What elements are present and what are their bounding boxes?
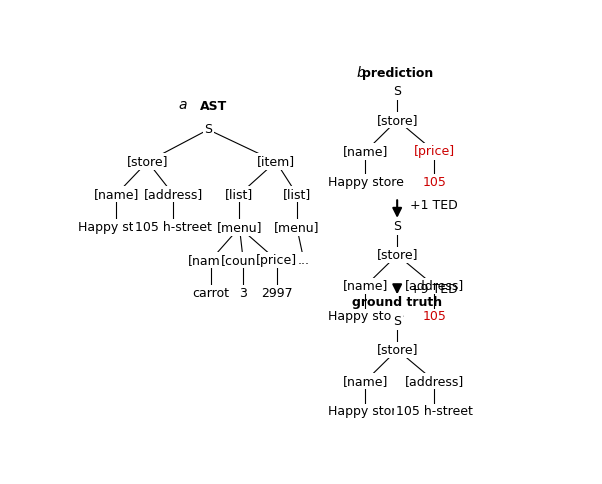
Text: AST: AST: [200, 100, 228, 113]
Text: [menu]: [menu]: [217, 221, 262, 234]
Text: S: S: [393, 220, 401, 233]
Text: b: b: [356, 66, 365, 80]
Text: Happy store: Happy store: [327, 176, 403, 189]
Text: 3: 3: [239, 287, 247, 300]
Text: [address]: [address]: [144, 188, 203, 201]
Text: [name]: [name]: [94, 188, 139, 201]
Text: [address]: [address]: [405, 375, 464, 388]
Text: [list]: [list]: [225, 188, 253, 201]
Text: [store]: [store]: [376, 114, 418, 127]
Text: 2997: 2997: [261, 287, 293, 300]
Text: [name]: [name]: [343, 375, 388, 388]
Text: [count]: [count]: [221, 254, 265, 267]
Text: a: a: [178, 98, 187, 112]
Text: ground truth: ground truth: [352, 296, 442, 309]
Text: [price]: [price]: [414, 145, 455, 158]
Text: [item]: [item]: [257, 155, 295, 168]
Text: ...: ...: [298, 254, 310, 267]
Text: [address]: [address]: [405, 279, 464, 292]
Text: carrot: carrot: [192, 287, 229, 300]
Text: 105: 105: [423, 310, 447, 323]
Text: 105 h-street: 105 h-street: [135, 221, 212, 234]
Text: Happy store: Happy store: [327, 406, 403, 419]
Text: [price]: [price]: [256, 254, 297, 267]
Text: [name]: [name]: [188, 254, 233, 267]
Text: [menu]: [menu]: [274, 221, 320, 234]
Text: prediction: prediction: [362, 67, 433, 80]
Text: Happy store: Happy store: [327, 310, 403, 323]
Text: S: S: [204, 123, 213, 136]
Text: [name]: [name]: [343, 145, 388, 158]
Text: Happy store: Happy store: [78, 221, 154, 234]
Text: +9 TED: +9 TED: [410, 284, 458, 297]
Text: +1 TED: +1 TED: [410, 199, 458, 212]
Text: [name]: [name]: [343, 279, 388, 292]
Text: S: S: [393, 86, 401, 98]
Text: [store]: [store]: [127, 155, 169, 168]
Text: [store]: [store]: [376, 248, 418, 261]
Text: S: S: [393, 315, 401, 328]
Text: [list]: [list]: [283, 188, 311, 201]
Text: 105 h-street: 105 h-street: [396, 406, 473, 419]
Text: 105: 105: [423, 176, 447, 189]
Text: [store]: [store]: [376, 343, 418, 356]
